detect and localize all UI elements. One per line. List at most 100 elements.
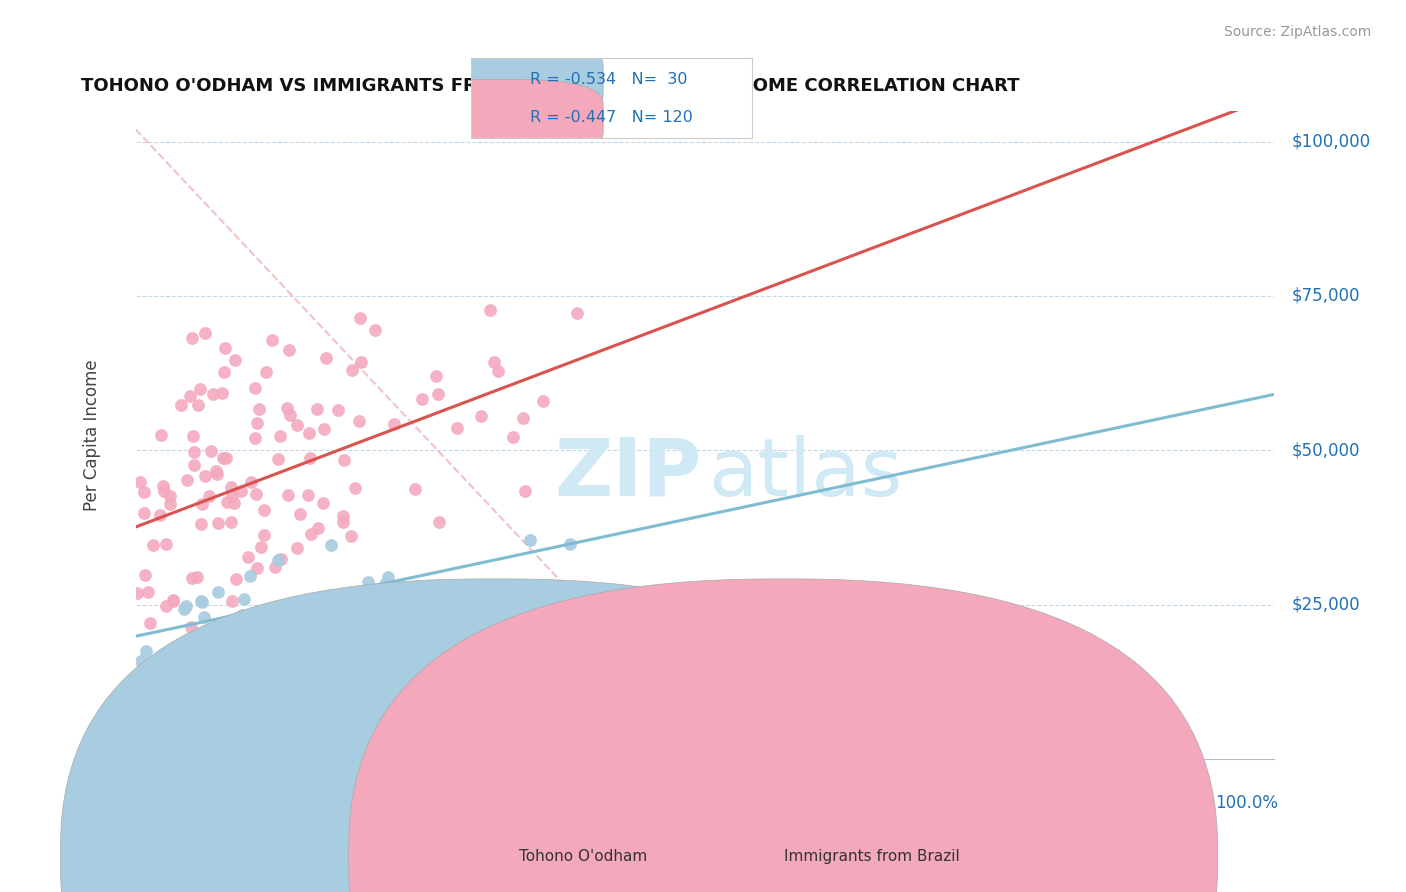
- Point: [446, 420, 468, 434]
- Point: [204, 464, 226, 478]
- Point: [217, 495, 239, 509]
- Point: [328, 403, 350, 417]
- Point: [245, 487, 267, 501]
- Point: [367, 589, 389, 603]
- Point: [142, 538, 165, 552]
- Point: [240, 475, 263, 489]
- Point: [249, 616, 271, 631]
- Point: [298, 451, 321, 466]
- Point: [212, 451, 235, 466]
- Point: [194, 326, 217, 341]
- Point: [307, 521, 329, 535]
- Point: [127, 586, 149, 600]
- Point: [134, 568, 156, 582]
- Point: [340, 363, 363, 377]
- Point: [135, 644, 157, 658]
- Point: [155, 599, 177, 613]
- Text: R = -0.534   N=  30: R = -0.534 N= 30: [530, 72, 688, 87]
- Point: [374, 577, 396, 591]
- Text: Immigrants from Brazil: Immigrants from Brazil: [785, 849, 960, 863]
- Point: [531, 394, 554, 409]
- Point: [312, 496, 335, 510]
- Point: [228, 628, 250, 642]
- Point: [170, 398, 193, 412]
- Point: [425, 369, 447, 384]
- Text: $75,000: $75,000: [1292, 287, 1360, 305]
- Point: [382, 417, 405, 431]
- Point: [267, 553, 290, 567]
- Text: Source: ZipAtlas.com: Source: ZipAtlas.com: [1223, 25, 1371, 39]
- Text: 0.0%: 0.0%: [132, 795, 174, 813]
- Text: $50,000: $50,000: [1292, 442, 1360, 459]
- Point: [402, 597, 425, 611]
- Point: [138, 585, 160, 599]
- Point: [343, 482, 366, 496]
- Point: [332, 508, 354, 523]
- Point: [132, 484, 155, 499]
- Point: [269, 429, 291, 443]
- Point: [297, 488, 319, 502]
- Point: [347, 613, 370, 627]
- Text: TOHONO O'ODHAM VS IMMIGRANTS FROM BRAZIL PER CAPITA INCOME CORRELATION CHART: TOHONO O'ODHAM VS IMMIGRANTS FROM BRAZIL…: [82, 78, 1019, 95]
- Point: [188, 382, 211, 396]
- Text: Per Capita Income: Per Capita Income: [83, 359, 101, 510]
- Point: [565, 306, 588, 320]
- FancyBboxPatch shape: [395, 79, 603, 157]
- Point: [176, 473, 198, 487]
- Point: [211, 386, 233, 401]
- Point: [186, 570, 208, 584]
- Point: [278, 343, 301, 358]
- Point: [558, 537, 581, 551]
- Point: [502, 429, 524, 443]
- Point: [197, 489, 219, 503]
- Point: [247, 401, 270, 416]
- Point: [254, 365, 277, 379]
- Point: [377, 570, 399, 584]
- Point: [194, 641, 217, 656]
- Point: [347, 413, 370, 427]
- Point: [166, 655, 188, 669]
- Point: [190, 517, 212, 532]
- Point: [285, 541, 308, 555]
- Point: [207, 516, 229, 531]
- Text: R = -0.447   N= 120: R = -0.447 N= 120: [530, 110, 693, 125]
- Point: [188, 690, 211, 705]
- Point: [340, 528, 363, 542]
- Point: [411, 392, 433, 406]
- Point: [129, 654, 152, 668]
- Point: [201, 669, 224, 683]
- Point: [224, 353, 246, 368]
- Point: [187, 398, 209, 412]
- Point: [225, 572, 247, 586]
- Point: [277, 637, 299, 651]
- Point: [276, 401, 298, 415]
- Point: [190, 593, 212, 607]
- Point: [180, 620, 202, 634]
- Point: [482, 354, 505, 368]
- Point: [152, 479, 174, 493]
- Point: [270, 552, 292, 566]
- Point: [159, 489, 181, 503]
- Point: [179, 389, 201, 403]
- Point: [214, 365, 236, 379]
- Point: [305, 401, 328, 416]
- Point: [191, 595, 214, 609]
- Point: [243, 380, 266, 394]
- Point: [278, 408, 301, 422]
- Point: [239, 569, 262, 583]
- Point: [219, 480, 242, 494]
- Point: [364, 323, 387, 337]
- Point: [299, 526, 322, 541]
- Point: [174, 599, 197, 613]
- Point: [231, 484, 253, 499]
- Point: [200, 444, 222, 458]
- Point: [426, 387, 449, 401]
- Point: [162, 592, 184, 607]
- Point: [194, 468, 217, 483]
- Text: ZIP: ZIP: [554, 434, 702, 513]
- Point: [231, 608, 253, 623]
- Point: [207, 584, 229, 599]
- Point: [208, 617, 231, 632]
- Point: [173, 602, 195, 616]
- Point: [243, 627, 266, 641]
